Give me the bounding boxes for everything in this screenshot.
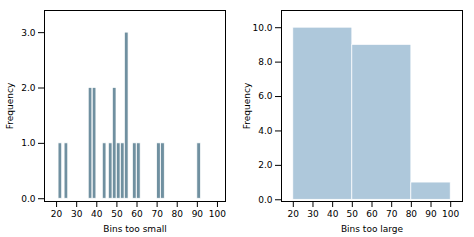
svg-text:30: 30 [307, 209, 319, 219]
svg-text:100: 100 [209, 209, 226, 219]
svg-text:2.0: 2.0 [21, 83, 36, 93]
svg-text:0.0: 0.0 [258, 195, 273, 205]
svg-text:1.0: 1.0 [21, 138, 36, 148]
svg-text:20: 20 [288, 209, 300, 219]
svg-text:90: 90 [425, 209, 437, 219]
svg-text:4.0: 4.0 [258, 126, 273, 136]
svg-text:60: 60 [131, 209, 143, 219]
svg-text:80: 80 [172, 209, 184, 219]
svg-text:2.0: 2.0 [258, 160, 273, 170]
svg-text:50: 50 [347, 209, 359, 219]
svg-text:30: 30 [71, 209, 83, 219]
svg-text:20: 20 [51, 209, 63, 219]
svg-text:Bins too small: Bins too small [103, 224, 166, 234]
svg-text:10.0: 10.0 [252, 23, 272, 33]
svg-text:Bins too large: Bins too large [341, 224, 404, 234]
svg-text:Frequency: Frequency [5, 82, 15, 129]
svg-text:6.0: 6.0 [258, 91, 273, 101]
svg-text:0.0: 0.0 [21, 194, 36, 204]
svg-text:60: 60 [366, 209, 378, 219]
svg-text:40: 40 [91, 209, 103, 219]
svg-text:Frequency: Frequency [242, 82, 252, 129]
svg-text:50: 50 [111, 209, 123, 219]
svg-text:70: 70 [151, 209, 163, 219]
svg-text:80: 80 [406, 209, 418, 219]
svg-text:70: 70 [386, 209, 398, 219]
svg-text:40: 40 [327, 209, 339, 219]
svg-text:3.0: 3.0 [21, 28, 36, 38]
svg-text:90: 90 [192, 209, 204, 219]
svg-text:8.0: 8.0 [258, 57, 273, 67]
svg-text:100: 100 [442, 209, 459, 219]
